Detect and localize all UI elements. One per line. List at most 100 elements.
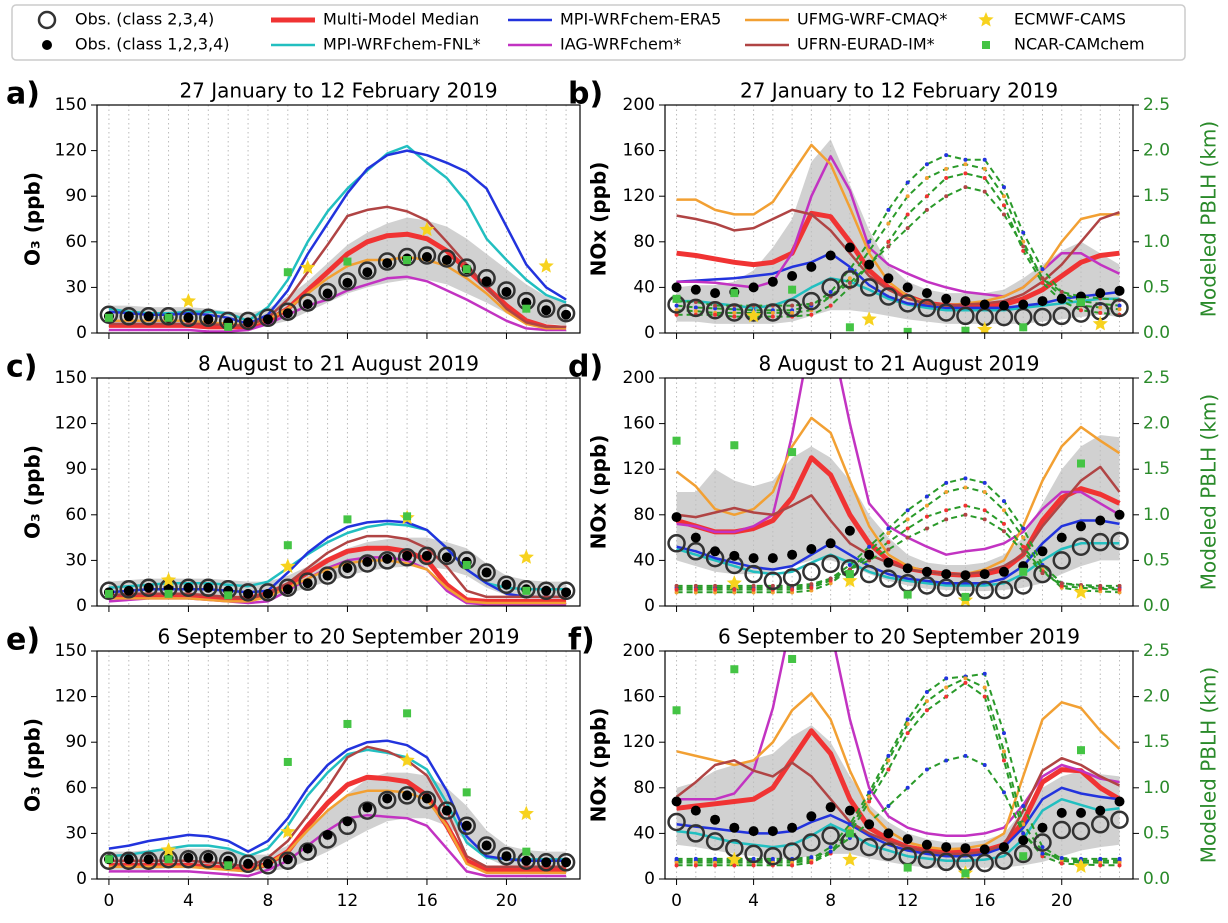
pblh-dot [886, 540, 891, 545]
pblh-dot [867, 248, 872, 253]
legend-entry: NCAR-CAMchem [982, 35, 1145, 54]
y2-tick-label: 2.5 [1143, 641, 1170, 661]
pblh-dot [713, 587, 718, 592]
square-marker [522, 304, 531, 313]
pblh-dot [982, 694, 987, 699]
obs-dot [481, 567, 492, 578]
obs-dot [844, 525, 855, 536]
obs-dot [203, 852, 214, 863]
pblh-dot [1040, 571, 1045, 576]
pblh-dot [693, 856, 698, 861]
obs-open [705, 832, 725, 851]
pblh-dot [1001, 731, 1006, 736]
obs-open [536, 853, 556, 872]
pblh-dot [732, 863, 737, 868]
y-tick-label: 80 [633, 505, 655, 525]
pblh-dot [963, 503, 968, 508]
legend-swatch [37, 10, 57, 30]
square-marker [788, 448, 797, 457]
obs-open [994, 851, 1014, 871]
model-line: UFMG-WRF-CMAQ* [676, 691, 1121, 851]
pblh-dot [732, 307, 737, 312]
obs-dot [561, 857, 572, 868]
pblh-dot [944, 490, 949, 494]
pblh-dot [751, 856, 756, 861]
star-marker [746, 307, 762, 323]
pblh-dot [713, 583, 718, 588]
obs-dot [1076, 807, 1086, 818]
pblh-dot [713, 306, 718, 311]
obs-open [763, 571, 783, 591]
pblh-dot [944, 480, 949, 485]
square-marker [730, 441, 739, 450]
pblh-dot [944, 694, 949, 699]
obs-open [667, 812, 686, 832]
pblh-dot [828, 845, 833, 850]
square-marker [903, 590, 912, 599]
pblh-dot [828, 576, 833, 581]
marker-group: ECMWF-CAMS [746, 307, 1108, 333]
obs-dot [541, 585, 552, 596]
obs-dot [960, 570, 971, 581]
pblh-dot [713, 590, 718, 595]
obs-open [859, 564, 879, 584]
y-axis-label: O₃ (ppb) [21, 172, 45, 266]
square-marker [845, 829, 854, 838]
obs-dot [481, 840, 492, 851]
star-marker [1073, 858, 1089, 873]
obs-dot [143, 854, 154, 865]
x-tick-label: 0 [104, 891, 115, 911]
obs-dot [1056, 293, 1067, 304]
legend-label: NCAR-CAMchem [1014, 35, 1145, 54]
pblh-dot [924, 690, 929, 695]
obs-dot [402, 790, 413, 801]
pblh-dot [1059, 858, 1064, 863]
range-band [676, 139, 1120, 324]
pblh-dot [924, 494, 929, 499]
star-marker [280, 823, 296, 839]
pblh-dot [924, 175, 929, 180]
y2-tick-label: 1.5 [1143, 186, 1170, 206]
pblh-dot [1098, 589, 1103, 594]
legend-swatch [978, 12, 994, 27]
obs-open [782, 842, 802, 861]
pblh-dot [790, 308, 795, 313]
y2-tick-label: 2.5 [1143, 95, 1170, 115]
pblh-dot [944, 517, 949, 522]
obs-dot [921, 839, 932, 850]
legend-entry: MPI-WRFchem-FNL* [271, 35, 481, 54]
obs-open [556, 853, 576, 872]
pblh-dot [1001, 194, 1006, 199]
obs-dot [748, 826, 759, 837]
obs-dot [1018, 299, 1029, 310]
pblh-dot [847, 822, 852, 827]
y-axis-label: O₃ (ppb) [21, 445, 45, 539]
y2-tick-label: 0.0 [1143, 596, 1170, 616]
obs-open [338, 560, 357, 579]
obs-dot [282, 308, 293, 319]
model-line: MPI-WRFchem-FNL* [676, 277, 1120, 312]
plot-frame [96, 377, 581, 607]
square-marker [961, 592, 970, 601]
obs-open [517, 580, 536, 599]
pblh-line: UFMG-WRF-CMAQ* [676, 163, 1120, 314]
obs-dot [382, 793, 393, 804]
pblh-dot [963, 162, 968, 167]
obs-dot [710, 814, 721, 825]
obs-open [879, 287, 898, 306]
square-marker [1077, 459, 1085, 468]
obs-dot [883, 557, 894, 568]
star-marker [160, 572, 177, 587]
pblh-dot [1021, 549, 1026, 554]
obs-dot [461, 820, 472, 831]
obs-dot [998, 842, 1009, 853]
legend-entry: Obs. (class 2,3,4) [37, 10, 214, 30]
legend-entry: ECMWF-CAMS [978, 10, 1126, 29]
square-marker [903, 863, 912, 872]
pblh-dot [1021, 526, 1026, 531]
obs-open [1091, 532, 1110, 552]
pblh-dot [982, 175, 987, 180]
obs-open [763, 846, 783, 866]
y-tick-label: 40 [633, 277, 655, 297]
